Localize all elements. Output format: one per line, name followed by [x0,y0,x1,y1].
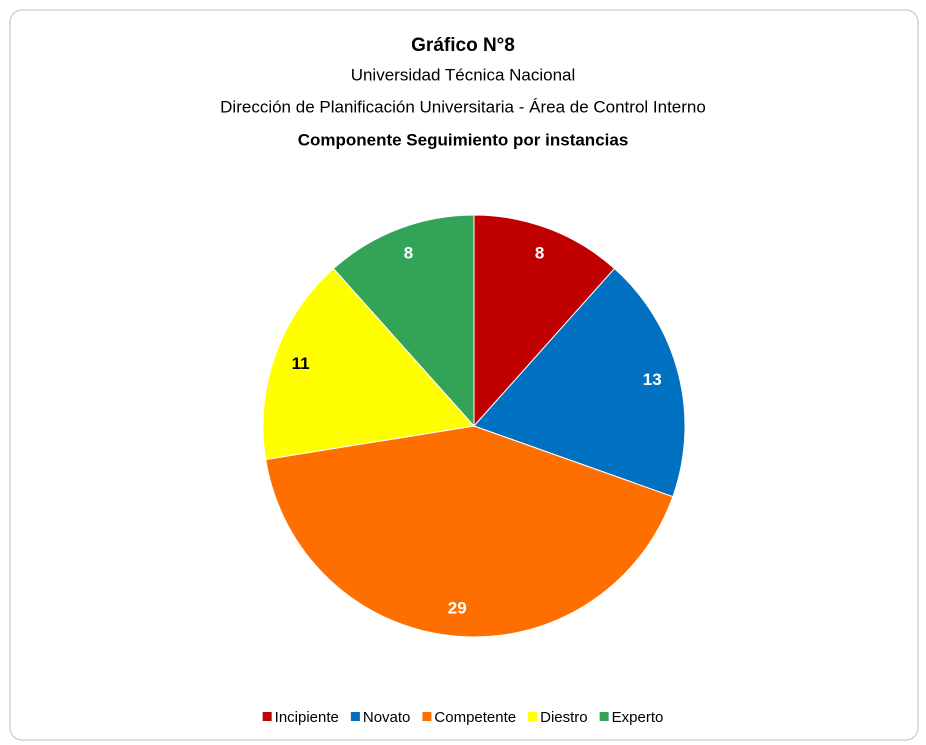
legend-label: Novato [363,709,411,726]
legend-label: Diestro [540,709,588,726]
pie-slice [473,214,616,428]
pie-slice [262,267,475,461]
data-label: 13 [643,370,662,389]
chart-title: Gráfico N°8 [411,35,515,56]
legend-swatch [350,712,360,721]
chart-subtitle: Componente Seguimiento por instancias [298,130,629,149]
pie-slice [265,425,674,638]
legend-swatch [422,712,432,721]
legend-swatch [599,712,609,721]
data-label: 8 [535,244,544,263]
data-label: 29 [448,599,467,618]
legend-swatch [528,712,538,721]
data-label: 11 [292,354,310,373]
pie-slice [332,214,475,428]
legend-label: Competente [434,709,516,726]
legend-label: Incipiente [275,709,339,726]
data-label: 8 [404,244,413,263]
legend-label: Experto [612,709,664,726]
legend-swatch [262,712,272,721]
chart-subtitle: Universidad Técnica Nacional [351,65,576,84]
chart-subtitle: Dirección de Planificación Universitaria… [220,97,706,116]
pie-slice [473,267,686,498]
